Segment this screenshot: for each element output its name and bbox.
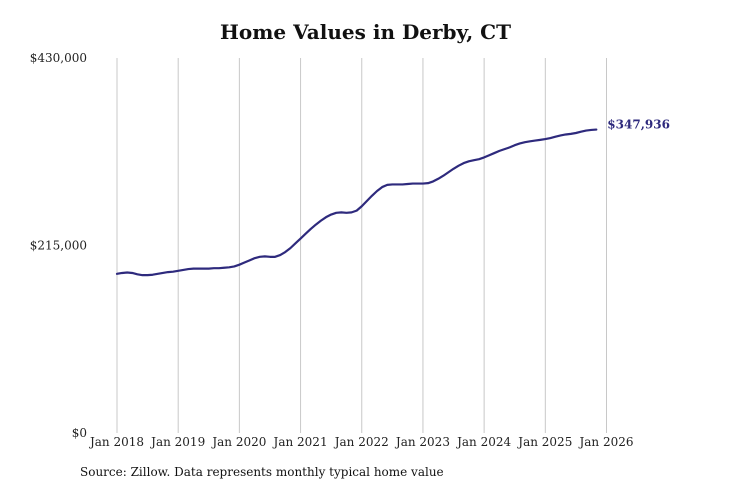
end-value-label: $347,936 <box>607 118 670 132</box>
x-tick-label: Jan 2026 <box>577 435 633 449</box>
x-tick-label: Jan 2020 <box>210 435 266 449</box>
y-tick-label: $0 <box>72 426 87 440</box>
series-line <box>115 128 598 277</box>
chart-title: Home Values in Derby, CT <box>220 20 511 44</box>
x-tick-label: Jan 2019 <box>149 435 205 449</box>
x-tick-label: Jan 2022 <box>333 435 389 449</box>
x-tick-label: Jan 2024 <box>455 435 511 449</box>
source-note: Source: Zillow. Data represents monthly … <box>80 465 444 479</box>
x-tick-label: Jan 2021 <box>272 435 328 449</box>
y-tick-label: $430,000 <box>30 51 87 65</box>
x-tick-label: Jan 2023 <box>394 435 450 449</box>
y-tick-label: $215,000 <box>30 239 87 253</box>
x-tick-label: Jan 2025 <box>516 435 572 449</box>
x-tick-label: Jan 2018 <box>88 435 144 449</box>
